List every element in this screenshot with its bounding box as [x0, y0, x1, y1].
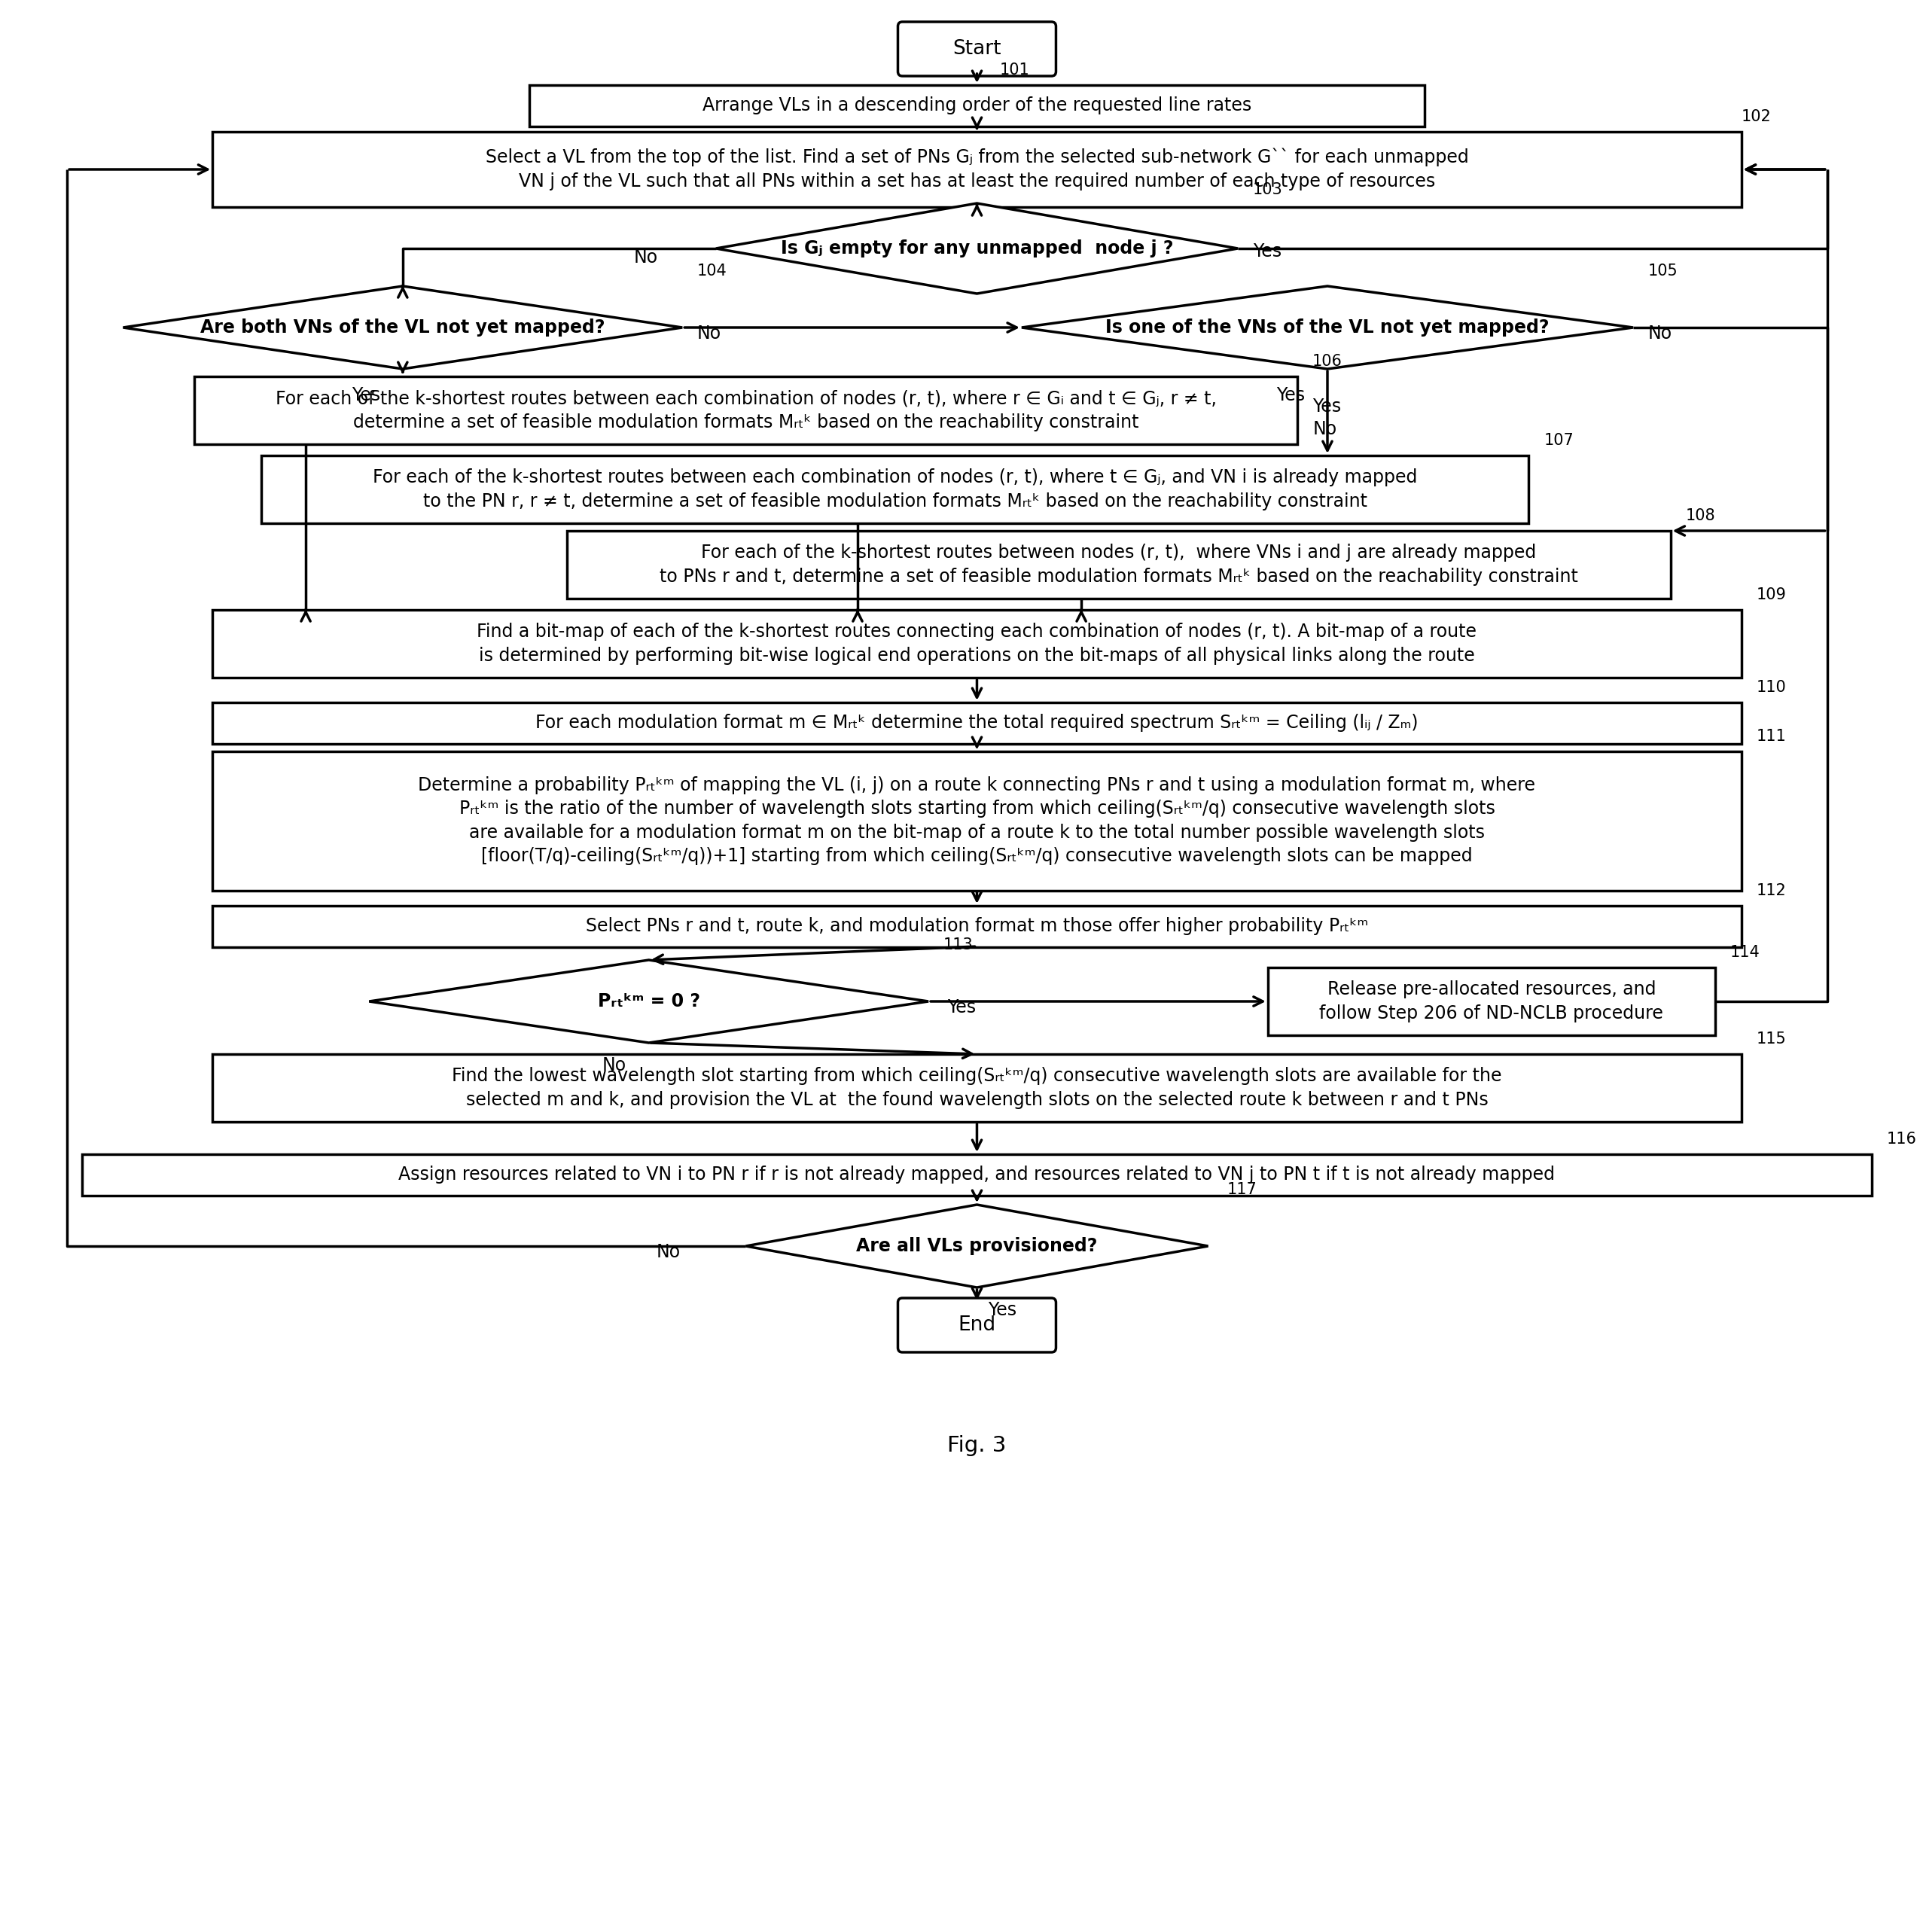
Text: Are both VNs of the VL not yet mapped?: Are both VNs of the VL not yet mapped?: [200, 319, 605, 336]
Text: Yes: Yes: [1254, 242, 1281, 261]
Text: Find the lowest wavelength slot starting from which ceiling(Sᵣₜᵏᵐ/q) consecutive: Find the lowest wavelength slot starting…: [451, 1066, 1501, 1109]
Text: 115: 115: [1757, 1032, 1786, 1047]
Bar: [530, 85, 1425, 126]
Text: Fig. 3: Fig. 3: [947, 1435, 1006, 1457]
Text: Yes: Yes: [947, 999, 975, 1016]
Text: For each of the k-shortest routes between each combination of nodes (r, t), wher: For each of the k-shortest routes betwee…: [275, 390, 1215, 431]
Text: No: No: [1647, 325, 1672, 342]
Text: Assign resources related to VN i to PN r if r is not already mapped, and resourc: Assign resources related to VN i to PN r…: [399, 1165, 1555, 1184]
Bar: [1267, 968, 1715, 1036]
Text: 108: 108: [1686, 508, 1715, 524]
Text: 110: 110: [1757, 680, 1786, 696]
Bar: [213, 701, 1741, 744]
Text: 105: 105: [1647, 263, 1678, 278]
Text: No: No: [634, 249, 659, 267]
Text: Is Gⱼ empty for any unmapped  node j ?: Is Gⱼ empty for any unmapped node j ?: [781, 240, 1173, 257]
Text: 117: 117: [1227, 1182, 1258, 1198]
Text: 116: 116: [1887, 1132, 1916, 1148]
Polygon shape: [123, 286, 682, 369]
Text: 112: 112: [1757, 883, 1786, 898]
Text: 107: 107: [1544, 433, 1574, 448]
Text: Yes: Yes: [351, 386, 380, 404]
Bar: [83, 1153, 1872, 1196]
FancyBboxPatch shape: [899, 21, 1056, 75]
Text: No: No: [657, 1242, 680, 1262]
Text: No: No: [1313, 419, 1336, 439]
Text: No: No: [603, 1057, 626, 1074]
Text: Are all VLs provisioned?: Are all VLs provisioned?: [856, 1236, 1098, 1256]
Bar: [261, 456, 1528, 524]
Text: Release pre-allocated resources, and
follow Step 206 of ND-NCLB procedure: Release pre-allocated resources, and fol…: [1319, 980, 1663, 1022]
Text: Yes: Yes: [1313, 398, 1342, 415]
Bar: [213, 906, 1741, 947]
Text: Select a VL from the top of the list. Find a set of PNs Gⱼ from the selected sub: Select a VL from the top of the list. Fi…: [486, 149, 1469, 191]
Text: 103: 103: [1254, 182, 1283, 197]
Text: 109: 109: [1757, 587, 1786, 603]
Text: Yes: Yes: [1277, 386, 1306, 404]
Text: End: End: [958, 1316, 996, 1335]
Text: Pᵣₜᵏᵐ = 0 ?: Pᵣₜᵏᵐ = 0 ?: [597, 993, 701, 1010]
Text: For each of the k-shortest routes between nodes (r, t),  where VNs i and j are a: For each of the k-shortest routes betwee…: [659, 543, 1578, 585]
Text: Find a bit-map of each of the k-shortest routes connecting each combination of n: Find a bit-map of each of the k-shortest…: [476, 622, 1476, 665]
Text: 111: 111: [1757, 728, 1786, 744]
Text: For each modulation format m ∈ Mᵣₜᵏ determine the total required spectrum Sᵣₜᵏᵐ : For each modulation format m ∈ Mᵣₜᵏ dete…: [536, 713, 1419, 732]
Polygon shape: [716, 203, 1238, 294]
Bar: [566, 531, 1670, 599]
Text: 104: 104: [697, 263, 728, 278]
Text: 114: 114: [1730, 945, 1761, 960]
Text: Determine a probability Pᵣₜᵏᵐ of mapping the VL (i, j) on a route k connecting P: Determine a probability Pᵣₜᵏᵐ of mapping…: [419, 777, 1536, 866]
Bar: [194, 377, 1298, 444]
Text: Is one of the VNs of the VL not yet mapped?: Is one of the VNs of the VL not yet mapp…: [1106, 319, 1549, 336]
Text: Select PNs r and t, route k, and modulation format m those offer higher probabil: Select PNs r and t, route k, and modulat…: [586, 918, 1369, 935]
Text: Arrange VLs in a descending order of the requested line rates: Arrange VLs in a descending order of the…: [703, 97, 1252, 114]
Text: Start: Start: [952, 39, 1000, 58]
Text: 106: 106: [1313, 354, 1342, 369]
Text: 102: 102: [1741, 110, 1772, 124]
Bar: [213, 1055, 1741, 1122]
Polygon shape: [369, 960, 929, 1043]
Bar: [213, 752, 1741, 891]
Text: Yes: Yes: [989, 1300, 1018, 1320]
Text: No: No: [697, 325, 722, 342]
Polygon shape: [1021, 286, 1634, 369]
Bar: [213, 611, 1741, 678]
Text: For each of the k-shortest routes between each combination of nodes (r, t), wher: For each of the k-shortest routes betwee…: [372, 468, 1417, 510]
Text: 113: 113: [943, 937, 973, 952]
Text: 101: 101: [998, 62, 1029, 77]
Polygon shape: [745, 1206, 1208, 1287]
FancyBboxPatch shape: [899, 1298, 1056, 1352]
Bar: [213, 131, 1741, 207]
